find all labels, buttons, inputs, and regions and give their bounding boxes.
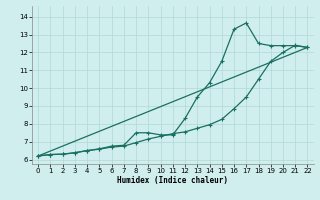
X-axis label: Humidex (Indice chaleur): Humidex (Indice chaleur) <box>117 176 228 185</box>
